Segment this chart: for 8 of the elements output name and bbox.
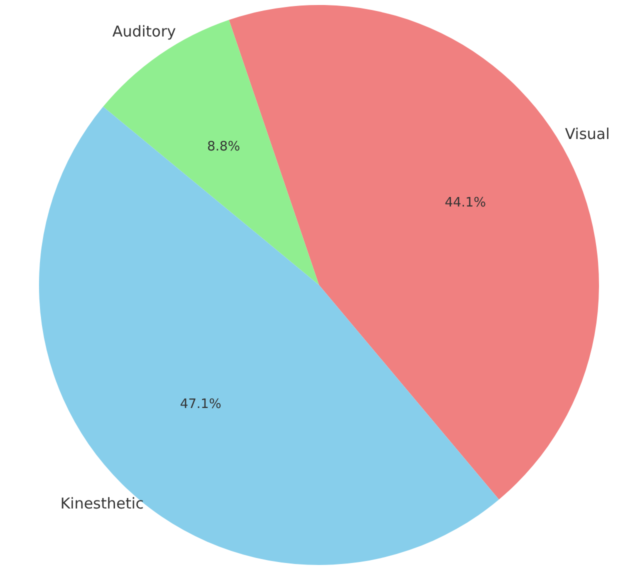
- pie-slice: [39, 106, 499, 565]
- slice-label: Kinesthetic: [60, 494, 144, 513]
- data-label: 47.1%: [180, 397, 222, 412]
- slice-label: Visual: [564, 124, 610, 143]
- data-label: 8.8%: [207, 140, 240, 155]
- data-label: 44.1%: [444, 196, 486, 211]
- pie-slice: [103, 20, 319, 285]
- slice-label: Auditory: [112, 22, 176, 40]
